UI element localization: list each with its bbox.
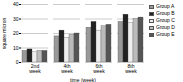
svg-text:30: 30 [13,16,19,22]
svg-text:time (week): time (week) [70,77,96,82]
svg-text:20: 20 [13,30,19,36]
svg-text:6thweek: 6thweek [93,63,105,74]
svg-text:10: 10 [13,45,19,51]
svg-text:4thweek: 4thweek [61,63,73,74]
svg-text:40: 40 [13,1,19,7]
html-text:Group D: Group D [156,24,175,30]
html-text:Group A: Group A [156,3,175,9]
svg-text:2ndweek: 2ndweek [29,63,41,74]
html-text:Group C: Group C [156,17,175,23]
svg-text:8thweek: 8thweek [125,63,137,74]
html-text:Group E: Group E [156,31,175,37]
html-text:Group B: Group B [156,10,175,16]
svg-text:square micron: square micron [1,17,7,49]
svg-text:0: 0 [16,59,19,65]
